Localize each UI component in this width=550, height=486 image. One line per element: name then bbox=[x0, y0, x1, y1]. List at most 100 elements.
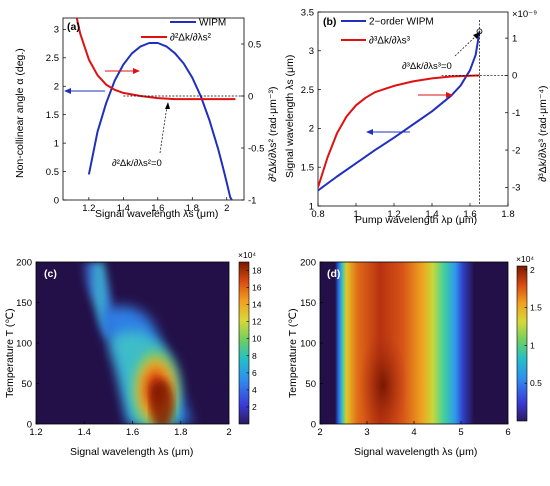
x-tick-label: 1 bbox=[353, 209, 358, 220]
x-tick-label: 5 bbox=[458, 427, 463, 438]
panel-a-ylabel-right: ∂²Δk/∂λs² (rad·μm⁻³) bbox=[267, 87, 279, 182]
x-tick-label: 1.4 bbox=[425, 209, 438, 220]
legend-d2k-label: ∂²Δk/∂λs² bbox=[170, 33, 212, 44]
legend-wipm-label: WIPM bbox=[199, 18, 226, 29]
y-tick-label: 1.5 bbox=[301, 163, 314, 174]
y-tick-label: 1.5 bbox=[46, 110, 59, 121]
x-tick-label: 4 bbox=[411, 427, 416, 438]
colorbar-tick-label: 0.5 bbox=[530, 378, 542, 388]
y-tick-label: 50 bbox=[305, 379, 316, 390]
x-tick-label: 0.8 bbox=[311, 209, 324, 220]
panel-d-label: (d) bbox=[327, 268, 340, 280]
x-tick-label: 1.4 bbox=[117, 203, 130, 214]
y-right-tick-label: -1 bbox=[512, 108, 520, 119]
x-tick-label: 1.6 bbox=[126, 427, 139, 438]
y-tick-label: 2 bbox=[54, 82, 59, 93]
colorbar-tick-label: 14 bbox=[252, 300, 262, 310]
annotation-d3k-zero: ∂³Δk/∂λs³=0 bbox=[402, 61, 452, 72]
colorbar-tick-label: 6 bbox=[252, 368, 257, 378]
colorbar-tick-label: 10 bbox=[252, 334, 262, 344]
x-tick-label: 2 bbox=[224, 203, 229, 214]
panel-b-frame bbox=[317, 11, 509, 207]
series-line-1 bbox=[75, 18, 236, 101]
x-tick-label: 1.8 bbox=[174, 427, 187, 438]
y-tick-label: 150 bbox=[16, 298, 32, 309]
panel-a-frame bbox=[62, 17, 245, 201]
y-tick-label: 100 bbox=[16, 338, 32, 349]
panel-d-band bbox=[320, 262, 508, 424]
endpoint-marker bbox=[476, 28, 483, 35]
y-right-tick-label: -1 bbox=[248, 195, 256, 206]
panel-c-ylabel: Temperature T (℃) bbox=[4, 308, 16, 398]
y-tick-label: 1 bbox=[54, 138, 59, 149]
y-tick-label: 100 bbox=[300, 338, 316, 349]
y-tick-label: 3 bbox=[309, 46, 314, 57]
arrow-left-blue-head bbox=[64, 88, 71, 94]
panel-d-colorbar-exponent: ×10⁴ bbox=[516, 254, 534, 264]
x-tick-label: 2 bbox=[317, 427, 322, 438]
y-tick-label: 0.5 bbox=[46, 167, 59, 178]
y-tick-label: 3 bbox=[54, 25, 59, 36]
y-tick-label: 200 bbox=[16, 257, 32, 268]
panel-a-label: (a) bbox=[67, 21, 80, 33]
x-tick-label: 1.2 bbox=[29, 427, 42, 438]
y-right-tick-label: -0.5 bbox=[248, 143, 264, 154]
series-line-1 bbox=[318, 74, 480, 188]
panel-b-ylabel-right: ∂³Δk/∂λs³ (rad·μm⁻⁴) bbox=[537, 86, 549, 182]
x-tick-label: 6 bbox=[505, 427, 510, 438]
legend-d3k-label: ∂³Δk/∂λs³ bbox=[369, 36, 411, 47]
y-tick-label: 0 bbox=[311, 419, 316, 430]
colorbar-tick-label: 1.5 bbox=[530, 303, 542, 313]
annot-pointer-b-head bbox=[473, 32, 480, 39]
y-right-tick-label: 1 bbox=[512, 33, 517, 44]
panel-c-label: (c) bbox=[44, 268, 57, 280]
arrow-right-red-b-head bbox=[446, 92, 453, 98]
colorbar-tick-label: 16 bbox=[252, 283, 262, 293]
y-tick-label: 150 bbox=[300, 298, 316, 309]
y-tick-label: 2.5 bbox=[301, 85, 314, 96]
panel-c-xlabel: Signal wavelength λs (μm) bbox=[70, 446, 193, 458]
arrow-left-blue-b-head bbox=[366, 129, 373, 135]
x-tick-label: 1.4 bbox=[78, 427, 91, 438]
colorbar-tick-label: 4 bbox=[252, 385, 257, 395]
colorbar-tick-label: 12 bbox=[252, 317, 262, 327]
panel-b-right-multiplier: ×10⁻⁹ bbox=[512, 9, 537, 20]
y-right-tick-label: -3 bbox=[512, 183, 520, 194]
y-tick-label: 50 bbox=[21, 379, 32, 390]
y-tick-label: 0 bbox=[54, 195, 59, 206]
annot-pointer-a bbox=[159, 105, 168, 154]
panel-a: 1.2 1.4 1.6 1.8 2 0 0.5 1 1.5 2 2.5 3 -1 -0.5 0 0.5 (a)… bbox=[14, 18, 279, 221]
panel-a-xlabel: Signal wavelength λs (μm) bbox=[95, 208, 218, 220]
y-right-tick-label: 0 bbox=[248, 91, 253, 102]
panel-d-heatmap bbox=[320, 262, 508, 424]
panel-d: 2 3 4 5 6 0 50 100 150 200 (d) 0.5 1 1.5 2 ×10⁴ Sign… bbox=[287, 254, 542, 458]
x-tick-label: 1.2 bbox=[387, 209, 400, 220]
panel-d-xlabel: Signal wavelength λs (μm) bbox=[354, 446, 477, 458]
x-tick-label: 1.8 bbox=[501, 209, 514, 220]
x-tick-label: 1.6 bbox=[151, 203, 164, 214]
x-tick-label: 2 bbox=[226, 427, 231, 438]
colorbar-tick-label: 18 bbox=[252, 266, 262, 276]
panel-d-ylabel: Temperature T (℃) bbox=[287, 308, 299, 398]
panel-c-colorbar bbox=[238, 261, 250, 425]
x-tick-label: 3 bbox=[364, 427, 369, 438]
x-tick-label: 1.6 bbox=[463, 209, 476, 220]
panel-a-ylabel: Non-collinear angle α (deg.) bbox=[14, 48, 26, 178]
annotation-d2k-zero: ∂²Δk/∂λs²=0 bbox=[112, 158, 162, 169]
series-line-0 bbox=[318, 31, 481, 192]
panel-d-hotspot bbox=[359, 330, 407, 424]
series-line-0 bbox=[87, 42, 233, 200]
y-tick-label: 1 bbox=[309, 201, 314, 212]
panel-c-core bbox=[150, 380, 174, 424]
y-tick-label: 2.5 bbox=[46, 53, 59, 64]
colorbar-tick-label: 8 bbox=[252, 351, 257, 361]
y-tick-label: 2 bbox=[309, 124, 314, 135]
x-tick-label: 1.2 bbox=[82, 203, 95, 214]
panel-c-heatmap bbox=[36, 262, 229, 424]
panel-d-colorbar bbox=[516, 265, 528, 422]
panel-c-colorbar-exponent: ×10⁴ bbox=[238, 250, 256, 260]
x-tick-label: 1.8 bbox=[186, 203, 199, 214]
y-right-tick-label: 0 bbox=[512, 71, 517, 82]
y-tick-label: 3.5 bbox=[301, 7, 314, 18]
